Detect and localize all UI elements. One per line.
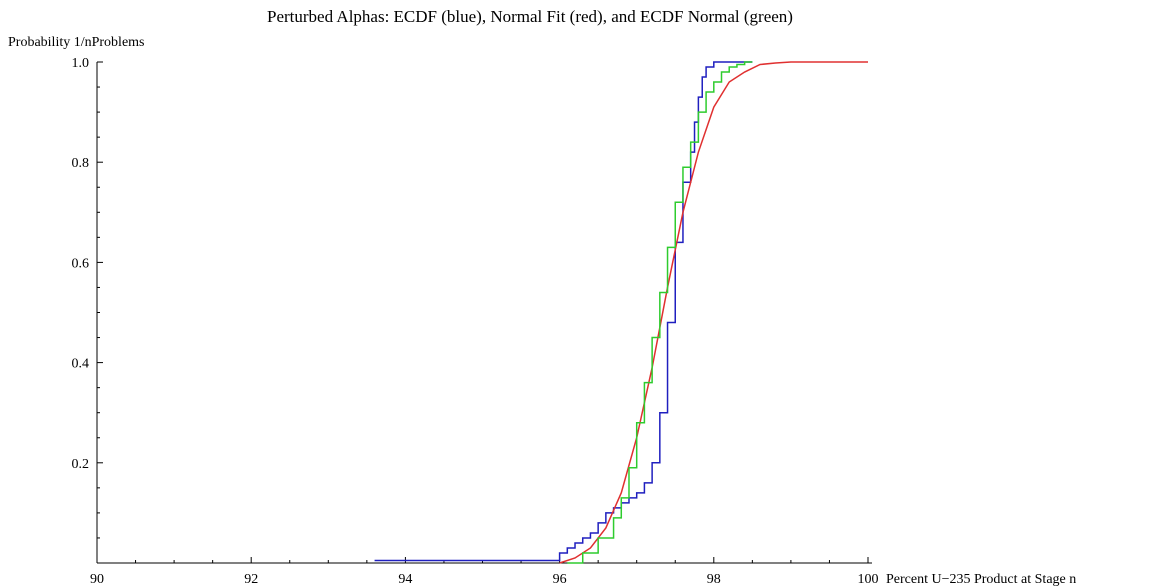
series-layer — [374, 61, 868, 564]
y-tick-label: 1.0 — [72, 56, 90, 71]
x-tick-label: 100 — [858, 572, 879, 587]
x-tick-label: 94 — [398, 572, 412, 587]
x-tick-label: 98 — [707, 572, 721, 587]
x-tick-label: 92 — [244, 572, 258, 587]
x-axis-label: Percent U−235 Product at Stage n — [886, 572, 1076, 587]
x-tick-label: 96 — [553, 572, 567, 587]
y-tick-label: 0.6 — [72, 256, 90, 271]
chart-title: Perturbed Alphas: ECDF (blue), Normal Fi… — [267, 7, 793, 26]
normal-fit-red-line — [559, 61, 868, 564]
y-tick-label: 0.2 — [72, 457, 90, 472]
y-tick-label: 0.8 — [72, 156, 90, 171]
y-axis-label: Probability 1/nProblems — [8, 35, 145, 50]
y-tick-label: 0.4 — [72, 357, 90, 372]
x-tick-label: 90 — [90, 572, 104, 587]
axes: 90 92 94 96 98 100 0.2 0.4 0.6 0.8 1.0 — [72, 56, 879, 587]
ecdf-blue-line — [374, 61, 753, 562]
ecdf-normal-green-line — [567, 61, 753, 564]
